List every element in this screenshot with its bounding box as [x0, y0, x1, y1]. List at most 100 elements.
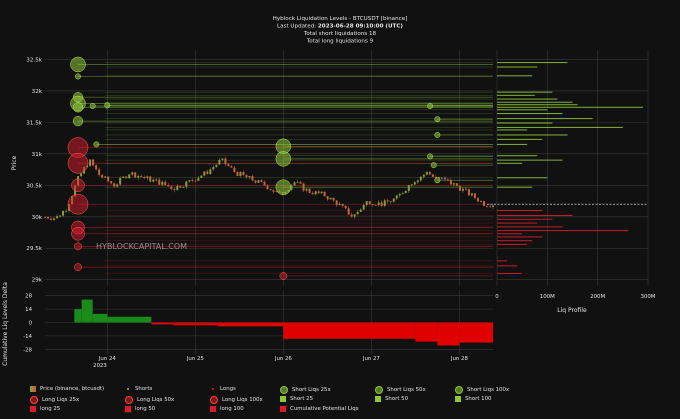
- legend-item: Short 50: [375, 396, 408, 402]
- candle-body: [206, 171, 209, 175]
- delta-tick-label: 0: [29, 321, 33, 327]
- year-label: 2023: [93, 363, 107, 369]
- profile-short-bar: [497, 129, 528, 131]
- candle-body: [143, 177, 146, 178]
- legend-swatch: [210, 406, 216, 412]
- candle-body: [440, 177, 443, 179]
- profile-long-bar: [497, 236, 543, 238]
- legend-label: Short Liqs 100x: [467, 387, 510, 393]
- legend-swatch: [127, 388, 129, 390]
- legend-swatch: [280, 386, 288, 394]
- profile-long-bar: [497, 215, 573, 217]
- candle-body: [197, 177, 200, 181]
- chart-title: Hyblock Liquidation Levels - BTCUSDT [bi…: [273, 16, 408, 22]
- legend-item: Long Liqs 50x: [125, 396, 174, 404]
- legend-label: Short Liqs 25x: [292, 387, 331, 393]
- candle-body: [89, 159, 92, 166]
- long-delta-bar: [415, 322, 438, 342]
- candle-body: [452, 183, 455, 185]
- legend-label: long 50: [135, 406, 156, 412]
- profile-long-bar: [497, 243, 528, 245]
- long-delta-bar: [459, 322, 493, 343]
- candle-body: [152, 179, 155, 182]
- candle-body: [410, 184, 413, 186]
- profile-short-bar: [497, 122, 553, 124]
- delta-tick-label: 14: [25, 307, 32, 313]
- profile-short-bar: [497, 94, 535, 96]
- candle-body: [305, 188, 308, 191]
- candle-body: [488, 206, 491, 208]
- short-liq-marker: [89, 103, 96, 109]
- candle-body: [347, 208, 350, 215]
- delta-tick-label: 28: [25, 294, 32, 300]
- legend-item: long 25: [30, 406, 60, 412]
- long-liq-count: Total long liquidations 9: [306, 39, 374, 45]
- time-tick-label: Jun 28: [450, 356, 469, 362]
- legend-label: Short 50: [385, 396, 409, 402]
- candle-body: [185, 181, 188, 187]
- candle-body: [149, 176, 152, 182]
- profile-short-bar: [497, 75, 533, 77]
- short-delta-bar: [74, 309, 82, 323]
- candle-body: [242, 171, 245, 176]
- long-liq-marker: [279, 272, 288, 280]
- short-liq-marker: [434, 132, 441, 138]
- legend-label: Price (binance, btcusdt): [40, 386, 105, 392]
- candle-body: [113, 183, 116, 187]
- profile-long-bar: [497, 233, 523, 235]
- short-liq-marker: [93, 141, 100, 148]
- legend-item: Long Liqs 100x: [210, 396, 263, 404]
- candle-body: [227, 164, 230, 167]
- legend: Price (binance, btcusdt) Shorts Longs Short…: [30, 386, 670, 418]
- candle-body: [128, 174, 131, 179]
- profile-short-bar: [497, 177, 548, 179]
- candle-body: [116, 184, 119, 187]
- candle-body: [146, 176, 149, 178]
- profile-tick-label: 300M: [641, 294, 656, 300]
- profile-long-bar: [497, 230, 628, 232]
- candle-body: [455, 183, 458, 187]
- legend-swatch: [125, 406, 131, 412]
- legend-item: Short Liqs 100x: [455, 386, 509, 394]
- legend-label: Shorts: [135, 386, 153, 392]
- short-liq-marker: [275, 179, 292, 195]
- long-delta-bar: [151, 322, 174, 325]
- candle-body: [233, 167, 236, 172]
- legend-label: Short 100: [465, 396, 492, 402]
- candle-body: [329, 197, 332, 200]
- candle-body: [320, 191, 323, 194]
- candle-body: [236, 171, 239, 177]
- profile-long-bar: [497, 218, 553, 220]
- candle-body: [401, 193, 404, 194]
- legend-swatch: [125, 396, 133, 404]
- short-delta-bar: [107, 316, 152, 323]
- candle-body: [224, 158, 227, 165]
- candle-body: [173, 189, 176, 191]
- candle-body: [332, 197, 335, 201]
- candle-body: [191, 180, 194, 182]
- candle-body: [428, 171, 431, 175]
- delta-tick-label: -28: [23, 347, 32, 353]
- candle-body: [398, 193, 401, 196]
- candle-body: [404, 191, 407, 194]
- profile-tick-label: 0: [495, 294, 499, 300]
- candle-body: [350, 214, 353, 217]
- price-tick-label: 31.5k: [26, 120, 42, 126]
- candle-body: [140, 176, 143, 178]
- long-liq-marker: [74, 242, 82, 251]
- profile-short-bar: [497, 134, 568, 136]
- long-delta-bar: [173, 322, 218, 326]
- candle-body: [137, 176, 140, 178]
- profile-short-bar: [497, 91, 553, 93]
- price-tick-label: 32k: [32, 89, 43, 95]
- candle-body: [119, 177, 122, 185]
- candle-body: [335, 200, 338, 206]
- price-tick-label: 31k: [32, 152, 43, 158]
- candle-body: [308, 188, 311, 193]
- long-liq-marker: [74, 263, 82, 271]
- candle-body: [92, 159, 95, 166]
- candle-body: [323, 191, 326, 197]
- legend-swatch: [210, 396, 218, 404]
- profile-short-bar: [497, 66, 538, 68]
